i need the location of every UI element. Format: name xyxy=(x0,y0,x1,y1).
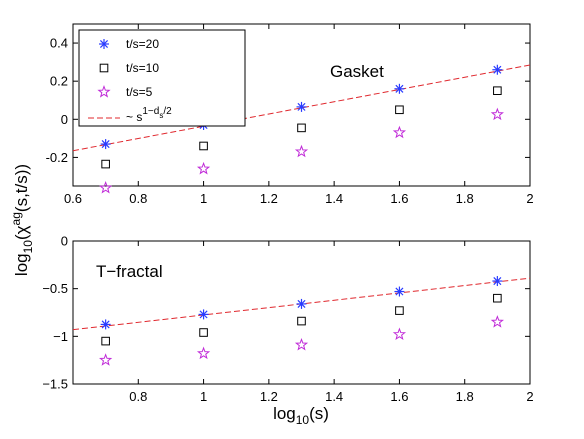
gasket-point-s1-4 xyxy=(493,86,502,96)
gasket-title: Gasket xyxy=(330,62,384,81)
tfractal-point-s0-2 xyxy=(296,298,307,309)
legend-label-ts20: t/s=20 xyxy=(126,37,159,51)
tfractal-xtick-label: 1.6 xyxy=(390,389,408,404)
gasket-xtick-label: 2 xyxy=(526,191,533,206)
tfractal-plot-area xyxy=(73,276,530,366)
legend-fit-label: ~ s1−ds/2 xyxy=(126,106,172,124)
x-axis-label-base-sub: 10 xyxy=(296,413,310,427)
tfractal-point-s2-1 xyxy=(196,346,211,360)
x-axis-label: log10(s) xyxy=(273,404,329,427)
tfractal-point-s2-4 xyxy=(490,315,504,328)
gasket-point-s1-2 xyxy=(297,123,306,133)
gasket-fit-line xyxy=(73,64,530,152)
y-axis-label-sup: ag xyxy=(9,212,23,225)
gasket-panel: 0.6 0.8 1 1.2 1.4 1.6 1.8 2 -0.2 0 0.2 0.4 Gasket t… xyxy=(46,23,534,206)
tfractal-xtick-label: 1 xyxy=(200,389,207,404)
gasket-xtick-label: 1.6 xyxy=(390,191,408,206)
gasket-ytick-label: -0.2 xyxy=(46,150,68,165)
gasket-ytick-label: 0.4 xyxy=(50,36,68,51)
y-axis-label-base: log xyxy=(12,253,31,276)
legend-fit-sup-a: 1−d xyxy=(142,106,159,117)
tfractal-ytick-label: −0.5 xyxy=(42,281,68,296)
gasket-point-s1-1 xyxy=(199,141,208,151)
gasket-point-s1-3 xyxy=(395,105,404,115)
tfractal-point-s0-4 xyxy=(492,276,503,287)
tfractal-ytick-label: 0 xyxy=(61,234,68,249)
gasket-xtick-label: 0.6 xyxy=(64,191,82,206)
gasket-xtick-label: 1 xyxy=(200,191,207,206)
legend-marker-1 xyxy=(99,63,109,73)
tfractal-point-s1-3 xyxy=(395,306,404,315)
tfractal-panel: 0.8 1 1.2 1.4 1.6 1.8 2 −1.5 −1 −0.5 0 T−fractal xyxy=(42,234,533,405)
gasket-point-s2-0 xyxy=(99,180,113,194)
tfractal-point-s2-0 xyxy=(99,353,113,366)
y-axis-label-close: (s,t/s)) xyxy=(12,164,31,212)
legend-fit-sub: s xyxy=(159,111,163,120)
gasket-point-s0-2 xyxy=(296,101,307,112)
x-axis-label-rest: (s) xyxy=(309,404,329,423)
y-axis-label-open: (χ xyxy=(12,225,31,240)
tfractal-xtick-label: 2 xyxy=(526,389,533,404)
gasket-point-s2-1 xyxy=(196,161,211,175)
gasket-point-s0-3 xyxy=(394,83,405,94)
tfractal-axes-frame xyxy=(72,240,531,385)
gasket-ytick-label: 0.2 xyxy=(50,74,68,89)
tfractal-xtick-label: 0.8 xyxy=(129,389,147,404)
y-axis-label: log10(χag(s,t/s)) xyxy=(9,164,35,276)
gasket-point-s2-4 xyxy=(490,107,504,121)
legend: t/s=20 t/s=10 t/s=5 ~ s1−ds/2 xyxy=(78,29,246,127)
gasket-point-s2-3 xyxy=(392,125,407,139)
y-axis-label-base-sub: 10 xyxy=(21,240,35,254)
tfractal-point-s1-4 xyxy=(493,293,502,303)
gasket-xtick-label: 0.8 xyxy=(129,191,147,206)
tfractal-xtick-label: 1.4 xyxy=(325,389,343,404)
gasket-point-s0-0 xyxy=(100,139,111,150)
tfractal-point-s2-3 xyxy=(392,327,407,341)
tfractal-point-s0-1 xyxy=(198,309,209,320)
gasket-point-s1-0 xyxy=(101,159,110,169)
legend-markers xyxy=(97,39,111,98)
tfractal-xtick-label: 1.8 xyxy=(456,389,474,404)
gasket-xtick-label: 1.8 xyxy=(456,191,474,206)
tfractal-point-s1-1 xyxy=(199,328,208,337)
gasket-xtick-label: 1.4 xyxy=(325,191,343,206)
tfractal-xtick-label: 1.2 xyxy=(260,389,278,404)
legend-fit-sup-b: /2 xyxy=(163,106,172,117)
gasket-ticks: 0.6 0.8 1 1.2 1.4 1.6 1.8 2 -0.2 0 0.2 0.4 xyxy=(46,24,534,206)
tfractal-ticks: 0.8 1 1.2 1.4 1.6 1.8 2 −1.5 −1 −0.5 0 xyxy=(42,234,533,405)
tfractal-point-s1-2 xyxy=(297,316,306,326)
tfractal-point-s2-2 xyxy=(294,337,309,351)
gasket-xtick-label: 1.2 xyxy=(260,191,278,206)
tfractal-point-s0-3 xyxy=(394,286,405,297)
legend-label-ts10: t/s=10 xyxy=(126,61,159,75)
gasket-point-s0-4 xyxy=(492,64,503,75)
tfractal-ytick-label: −1.5 xyxy=(42,377,68,392)
gasket-point-s2-2 xyxy=(294,144,309,158)
tfractal-title: T−fractal xyxy=(96,262,163,281)
legend-label-ts5: t/s=5 xyxy=(126,85,153,99)
legend-marker-2 xyxy=(97,85,111,98)
tfractal-ytick-label: −1 xyxy=(53,329,68,344)
tfractal-point-s1-0 xyxy=(101,336,110,346)
x-axis-label-base: log xyxy=(273,404,296,423)
gasket-ytick-label: 0 xyxy=(61,112,68,127)
legend-marker-0 xyxy=(99,39,109,49)
tfractal-point-s0-0 xyxy=(100,319,111,330)
legend-fit-prefix: ~ s xyxy=(126,110,142,124)
